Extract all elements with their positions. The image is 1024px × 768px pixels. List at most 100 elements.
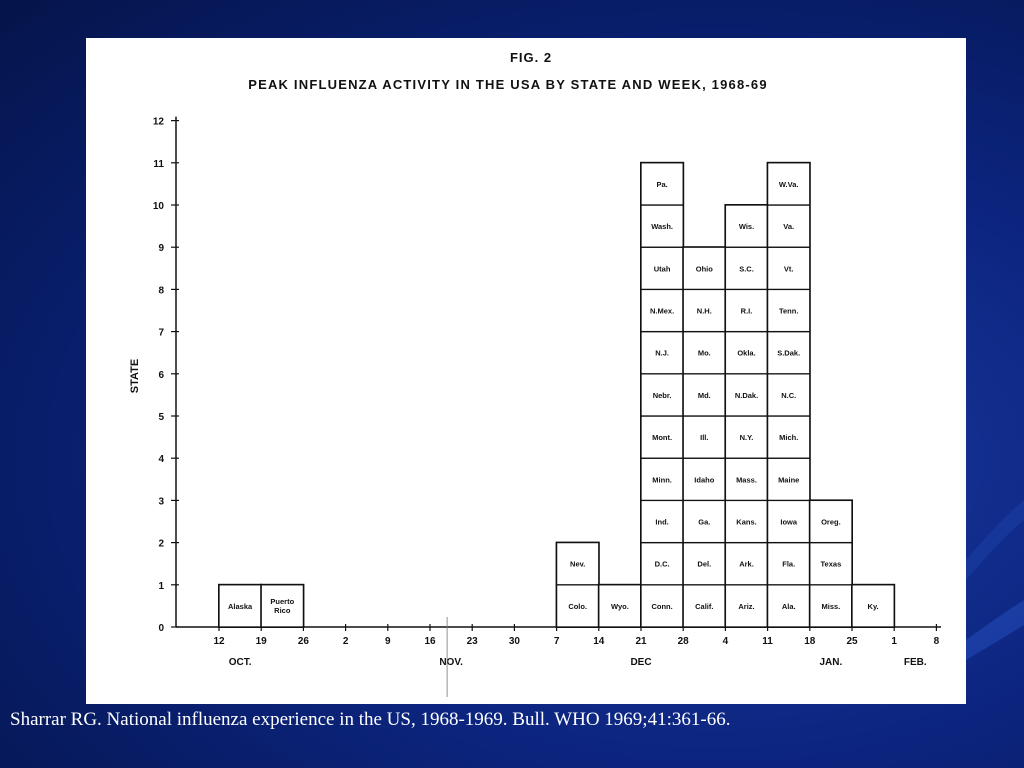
state-box — [766, 584, 811, 628]
x-tick-label: 14 — [593, 636, 605, 647]
x-tick-label: 9 — [385, 636, 391, 647]
state-label: Mo. — [698, 349, 711, 358]
state-box — [682, 330, 727, 375]
x-tick-label: 16 — [424, 636, 436, 647]
y-tick-label: 2 — [158, 539, 164, 550]
state-label: Okla. — [737, 349, 755, 358]
state-label: Ky. — [868, 602, 879, 611]
state-box — [682, 457, 727, 502]
month-label: OCT. — [229, 657, 252, 668]
x-tick-label: 4 — [723, 636, 729, 647]
x-tick-label: 12 — [213, 636, 225, 647]
state-box — [260, 584, 305, 628]
state-label: Ga. — [698, 518, 710, 527]
x-tick-label: 1 — [891, 636, 897, 647]
state-label: Ariz. — [738, 602, 754, 611]
state-label: Wis. — [739, 222, 754, 231]
state-label: Pa. — [656, 180, 667, 189]
state-label: Puerto — [270, 597, 294, 606]
state-label: Idaho — [694, 475, 714, 484]
state-label: Maine — [778, 475, 799, 484]
state-label: Conn. — [651, 602, 672, 611]
state-label: Del. — [697, 560, 711, 569]
y-tick-label: 11 — [153, 159, 164, 170]
state-label: Iowa — [780, 518, 797, 527]
state-label: W.Va. — [779, 180, 799, 189]
state-label: Fla. — [782, 560, 795, 569]
state-label: Minn. — [652, 475, 672, 484]
month-label: NOV. — [439, 657, 463, 668]
state-box — [809, 499, 853, 544]
state-box — [682, 246, 727, 291]
state-box — [851, 584, 895, 628]
state-box — [640, 162, 684, 206]
state-label: Mass. — [736, 475, 757, 484]
y-tick-label: 6 — [158, 370, 164, 381]
month-label: JAN. — [820, 657, 843, 668]
state-label: Wash. — [651, 222, 673, 231]
state-box — [640, 330, 684, 375]
state-box — [724, 373, 769, 417]
state-label: S.C. — [739, 264, 754, 273]
state-label: Md. — [698, 391, 711, 400]
x-tick-label: 18 — [804, 636, 816, 647]
x-tick-label: 21 — [635, 636, 647, 647]
state-label: Colo. — [568, 602, 587, 611]
state-box — [724, 457, 769, 502]
x-tick-label: 2 — [343, 636, 349, 647]
y-axis-label: STATE — [129, 359, 141, 393]
state-box — [724, 499, 769, 544]
state-label: N.Mex. — [650, 307, 674, 316]
x-tick-label: 7 — [554, 636, 560, 647]
x-tick-label: 25 — [846, 636, 858, 647]
state-label: Nev. — [570, 560, 585, 569]
state-box — [682, 584, 727, 628]
state-box — [598, 584, 642, 628]
x-tick-label: 28 — [678, 636, 690, 647]
state-label: Nebr. — [653, 391, 672, 400]
state-label: Texas — [821, 560, 842, 569]
y-tick-label: 12 — [153, 117, 165, 128]
state-label: Tenn. — [779, 307, 798, 316]
y-tick-label: 1 — [158, 581, 164, 592]
x-tick-label: 19 — [256, 636, 268, 647]
x-tick-label: 26 — [298, 636, 310, 647]
state-box — [766, 457, 811, 502]
chart-title: PEAK INFLUENZA ACTIVITY IN THE USA BY ST… — [248, 77, 768, 92]
state-label: Wyo. — [611, 602, 629, 611]
state-label: Calif. — [695, 602, 713, 611]
state-box — [724, 204, 769, 248]
y-tick-label: 9 — [158, 243, 164, 254]
state-label: S.Dak. — [777, 349, 800, 358]
y-tick-label: 8 — [158, 285, 164, 296]
state-label: N.H. — [697, 307, 712, 316]
y-tick-label: 10 — [153, 201, 165, 212]
y-tick-label: 0 — [158, 623, 164, 634]
state-label: R.I. — [741, 307, 753, 316]
x-tick-label: 11 — [762, 636, 773, 647]
state-box — [766, 204, 811, 248]
state-label: Oreg. — [821, 518, 841, 527]
state-box — [766, 246, 811, 291]
citation-caption: Sharrar RG. National influenza experienc… — [10, 709, 731, 730]
y-tick-label: 3 — [158, 496, 164, 507]
month-label: DEC — [630, 657, 651, 668]
state-label: Ark. — [739, 560, 754, 569]
x-tick-label: 30 — [509, 636, 521, 647]
state-box — [682, 499, 727, 544]
state-label: Utah — [654, 264, 671, 273]
state-box — [766, 330, 811, 375]
state-box — [766, 499, 811, 544]
influenza-chart: FIG. 2 PEAK INFLUENZA ACTIVITY IN THE US… — [129, 50, 941, 697]
state-box — [640, 204, 684, 248]
state-label: Ohio — [696, 264, 713, 273]
state-label: N.C. — [781, 391, 796, 400]
state-label: N.Dak. — [735, 391, 758, 400]
state-box — [724, 246, 769, 291]
state-box — [640, 457, 684, 502]
y-tick-label: 4 — [158, 454, 164, 465]
state-label: Kans. — [736, 518, 756, 527]
state-box — [766, 415, 811, 459]
state-label: Va. — [783, 222, 794, 231]
